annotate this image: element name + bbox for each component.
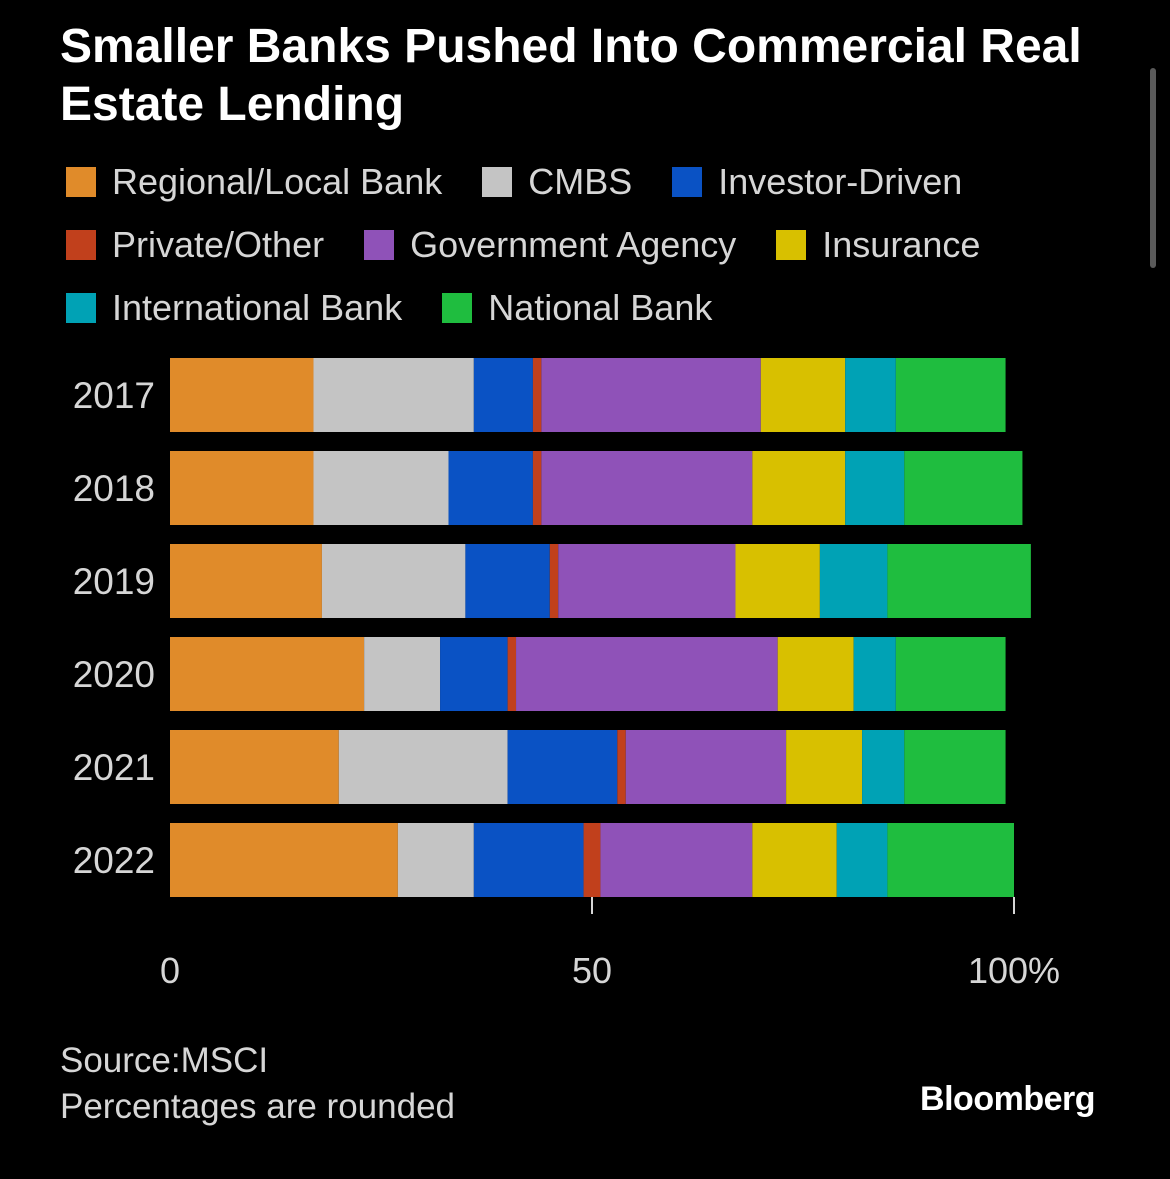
category-label-2017: 2017 xyxy=(73,375,155,416)
bar-segment-2020-government-agency xyxy=(516,637,778,711)
x-tick-label: 50 xyxy=(572,950,612,991)
bar-segment-2017-cmbs xyxy=(313,358,473,432)
bar-segment-2017-international-bank xyxy=(845,358,896,432)
bar-segment-2021-cmbs xyxy=(339,730,508,804)
bar-segment-2018-cmbs xyxy=(313,451,448,525)
bar-segment-2020-regional-local-bank xyxy=(170,637,364,711)
rounding-note: Percentages are rounded xyxy=(60,1084,455,1130)
bar-segment-2022-national-bank xyxy=(887,823,1014,897)
bar-segment-2022-regional-local-bank xyxy=(170,823,398,897)
x-tick-label: 100% xyxy=(968,950,1060,991)
bar-segment-2022-international-bank xyxy=(837,823,888,897)
bar-segment-2019-private-other xyxy=(550,544,558,618)
bar-segment-2020-investor-driven xyxy=(440,637,508,711)
bar-segment-2018-government-agency xyxy=(541,451,752,525)
bar-segment-2021-insurance xyxy=(786,730,862,804)
bar-segment-2017-insurance xyxy=(761,358,845,432)
bar-segment-2022-government-agency xyxy=(600,823,752,897)
bar-segment-2019-national-bank xyxy=(887,544,1030,618)
bar-segment-2020-cmbs xyxy=(364,637,440,711)
scrollbar[interactable] xyxy=(1150,68,1156,268)
bar-segment-2020-international-bank xyxy=(854,637,896,711)
bar-segment-2017-regional-local-bank xyxy=(170,358,313,432)
bar-segment-2018-regional-local-bank xyxy=(170,451,313,525)
bar-segment-2021-regional-local-bank xyxy=(170,730,339,804)
bloomberg-logo: Bloomberg xyxy=(920,1080,1095,1119)
category-label-2019: 2019 xyxy=(73,561,155,602)
bar-segment-2020-national-bank xyxy=(896,637,1006,711)
chart-footer: Source:MSCI Percentages are rounded xyxy=(60,1038,455,1130)
category-label-2020: 2020 xyxy=(73,654,155,695)
bar-segment-2018-insurance xyxy=(752,451,845,525)
bar-segment-2018-private-other xyxy=(533,451,541,525)
bar-segment-2019-regional-local-bank xyxy=(170,544,322,618)
bar-segment-2018-international-bank xyxy=(845,451,904,525)
bar-segment-2021-private-other xyxy=(617,730,625,804)
bar-segment-2019-international-bank xyxy=(820,544,888,618)
bar-segment-2018-investor-driven xyxy=(449,451,533,525)
bar-segment-2022-investor-driven xyxy=(474,823,584,897)
bar-segment-2017-government-agency xyxy=(541,358,760,432)
bar-segment-2021-international-bank xyxy=(862,730,904,804)
bar-segment-2020-insurance xyxy=(778,637,854,711)
bar-segment-2020-private-other xyxy=(508,637,516,711)
bar-segment-2021-investor-driven xyxy=(508,730,618,804)
bar-segment-2021-government-agency xyxy=(626,730,786,804)
bar-segment-2021-national-bank xyxy=(904,730,1005,804)
bar-segment-2018-national-bank xyxy=(904,451,1022,525)
bar-segment-2017-investor-driven xyxy=(474,358,533,432)
category-label-2021: 2021 xyxy=(73,747,155,788)
bar-segment-2019-government-agency xyxy=(558,544,735,618)
stacked-bar-chart: 2017 2018 2019 2020 2021 2022 0 50 100% xyxy=(0,0,1170,1179)
bar-segment-2022-insurance xyxy=(752,823,836,897)
bar-segment-2019-investor-driven xyxy=(465,544,549,618)
bar-segment-2022-private-other xyxy=(584,823,601,897)
category-label-2022: 2022 xyxy=(73,840,155,881)
bar-segment-2019-insurance xyxy=(735,544,819,618)
category-label-2018: 2018 xyxy=(73,468,155,509)
x-tick-label: 0 xyxy=(160,950,180,991)
bar-segment-2017-private-other xyxy=(533,358,541,432)
bar-segment-2022-cmbs xyxy=(398,823,474,897)
bar-segment-2017-national-bank xyxy=(896,358,1006,432)
bar-segment-2019-cmbs xyxy=(322,544,465,618)
source-note: Source:MSCI xyxy=(60,1038,455,1084)
